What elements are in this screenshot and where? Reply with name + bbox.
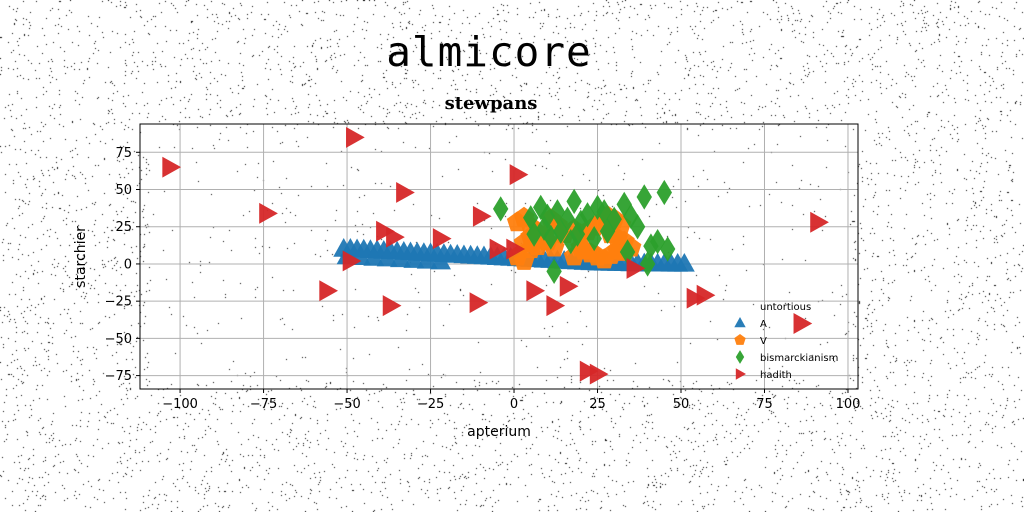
legend-label: A (760, 319, 767, 330)
y-tick-label: −75 (105, 369, 132, 384)
point-bismarckianism (586, 225, 602, 252)
point-bismarckianism (619, 239, 636, 265)
point-hadith (382, 295, 402, 317)
point-bismarckianism (563, 228, 579, 255)
point-hadith (506, 238, 526, 260)
point-hadith (162, 156, 182, 178)
point-hadith (319, 280, 339, 302)
series-bismarckianism (492, 179, 676, 285)
point-A (403, 249, 425, 268)
legend-marker-bismarckianism (735, 350, 745, 364)
point-bismarckianism (599, 218, 616, 244)
point-hadith (489, 238, 509, 260)
y-tick-label: 25 (115, 220, 132, 235)
point-hadith (396, 182, 415, 203)
x-tick-label: −100 (162, 397, 198, 412)
point-bismarckianism (656, 179, 673, 206)
y-tick-label: 0 (124, 257, 132, 272)
x-tick-label: −25 (417, 397, 444, 412)
point-hadith (526, 280, 546, 302)
point-hadith (696, 284, 716, 306)
x-tick-label: 50 (673, 397, 690, 412)
point-hadith (793, 313, 813, 334)
point-bismarckianism (549, 199, 566, 225)
y-tick-label: 75 (115, 146, 132, 161)
x-axis-label: apterium (467, 424, 531, 440)
point-hadith (810, 211, 829, 233)
point-bismarckianism (639, 251, 656, 277)
point-hadith (469, 292, 489, 314)
data-points (162, 126, 829, 385)
point-hadith (346, 126, 365, 148)
y-tick-label: 50 (115, 183, 132, 198)
point-A (390, 248, 411, 268)
point-bismarckianism (526, 221, 542, 247)
x-tick-label: 0 (510, 397, 518, 412)
x-axis-ticks: −100 −75 −50 −25 0 25 50 75 100 (162, 389, 860, 412)
legend-marker-A (734, 317, 746, 328)
point-bismarckianism (492, 196, 509, 222)
y-tick-label: −25 (105, 295, 132, 310)
point-bismarckianism (659, 236, 676, 262)
point-bismarckianism (566, 188, 582, 215)
point-hadith (509, 164, 529, 186)
point-hadith (559, 275, 579, 297)
point-A (673, 252, 695, 272)
plot-frame (139, 123, 859, 390)
y-tick-label: −50 (105, 332, 132, 347)
point-bismarckianism (636, 184, 652, 210)
point-bismarckianism (629, 214, 646, 240)
point-hadith (579, 360, 599, 382)
x-tick-label: −75 (250, 397, 277, 412)
point-bismarckianism (553, 218, 569, 244)
legend-title: untortious (760, 302, 811, 313)
legend-label: V (760, 336, 767, 347)
point-bismarckianism (539, 203, 556, 229)
point-A (376, 247, 398, 267)
point-A (363, 246, 385, 266)
point-bismarckianism (546, 258, 562, 285)
point-bismarckianism (533, 194, 549, 221)
legend-label: hadith (760, 370, 792, 381)
x-tick-label: 25 (589, 397, 606, 412)
point-bismarckianism (569, 221, 586, 247)
y-axis-ticks: −75 −50 −25 0 25 50 75 (105, 146, 140, 384)
point-V (513, 250, 535, 270)
point-hadith (432, 228, 452, 250)
point-hadith (259, 202, 278, 224)
point-hadith (376, 220, 395, 242)
legend-marker-hadith (735, 368, 746, 380)
x-tick-label: 100 (836, 397, 861, 412)
series-hadith (162, 126, 829, 385)
point-hadith (472, 205, 492, 227)
point-A (430, 250, 452, 270)
x-tick-label: 75 (756, 397, 773, 412)
point-hadith (546, 295, 566, 317)
point-hadith (626, 257, 646, 279)
y-axis-label: starchier (73, 226, 89, 288)
point-hadith (386, 226, 405, 248)
point-A (416, 249, 438, 269)
legend-label: bismarckianism (760, 353, 838, 364)
point-hadith (686, 287, 706, 309)
point-bismarckianism (589, 194, 606, 221)
legend-marker-V (734, 334, 746, 345)
chart-title: stewpans (445, 93, 538, 114)
point-hadith (589, 363, 609, 385)
point-bismarckianism (543, 224, 559, 250)
x-tick-label: −50 (333, 397, 360, 412)
point-hadith (342, 250, 362, 272)
banner-title: almicore (386, 28, 591, 76)
